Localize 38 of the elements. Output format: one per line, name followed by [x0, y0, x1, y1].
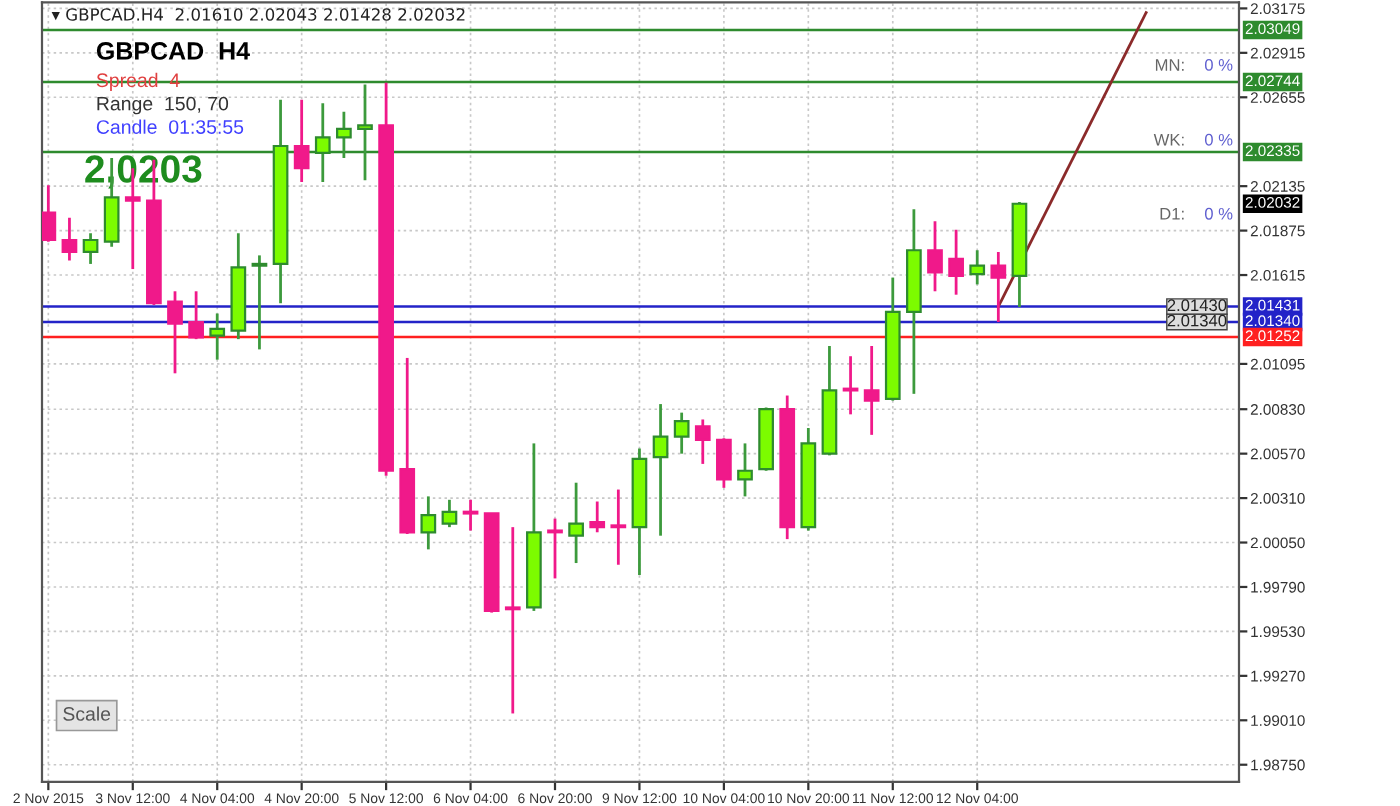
- annotation: 0 %: [1204, 59, 1233, 71]
- candlestick: [927, 219, 943, 293]
- annotation: GBPCAD H4: [96, 42, 250, 60]
- candlestick: [441, 498, 458, 529]
- candlestick: [167, 289, 183, 375]
- candlestick: [863, 344, 880, 437]
- candlestick: [504, 525, 521, 715]
- candlestick: [842, 354, 859, 416]
- candlestick: [716, 436, 732, 490]
- annotation: 0 %: [1204, 207, 1233, 220]
- annotation: MN:: [1155, 59, 1184, 71]
- chart-title: ▾ GBPCAD.H4 2.01610 2.02043 2.01428 2.02032: [51, 8, 465, 21]
- annotation: Scale: [63, 706, 111, 721]
- candlestick: [610, 488, 627, 567]
- candlestick: [737, 442, 753, 498]
- candlestick: [589, 500, 606, 534]
- candlestick: [969, 248, 986, 286]
- candlestick: [652, 402, 669, 538]
- candlestick: [673, 411, 690, 456]
- candlestick: [990, 250, 1007, 324]
- candlestick: [420, 494, 437, 551]
- candlestick: [462, 498, 479, 532]
- annotation: WK:: [1153, 134, 1184, 146]
- candlestick: [82, 231, 99, 266]
- candlestick: [293, 98, 310, 184]
- annotation: 0 %: [1204, 133, 1233, 146]
- candlestick: [251, 253, 268, 351]
- candlestick: [188, 289, 204, 341]
- candlestick: [568, 481, 584, 565]
- candlestick: [948, 228, 964, 297]
- candlestick: [547, 517, 563, 580]
- annotation: Range 150, 70: [97, 96, 229, 115]
- candlestick: [42, 183, 57, 244]
- annotation: D1:: [1160, 208, 1184, 220]
- candlestick: [209, 312, 226, 362]
- annotation: Candle 01:35:55: [96, 119, 244, 134]
- candlestick: [61, 216, 78, 262]
- candlestick: [694, 418, 711, 466]
